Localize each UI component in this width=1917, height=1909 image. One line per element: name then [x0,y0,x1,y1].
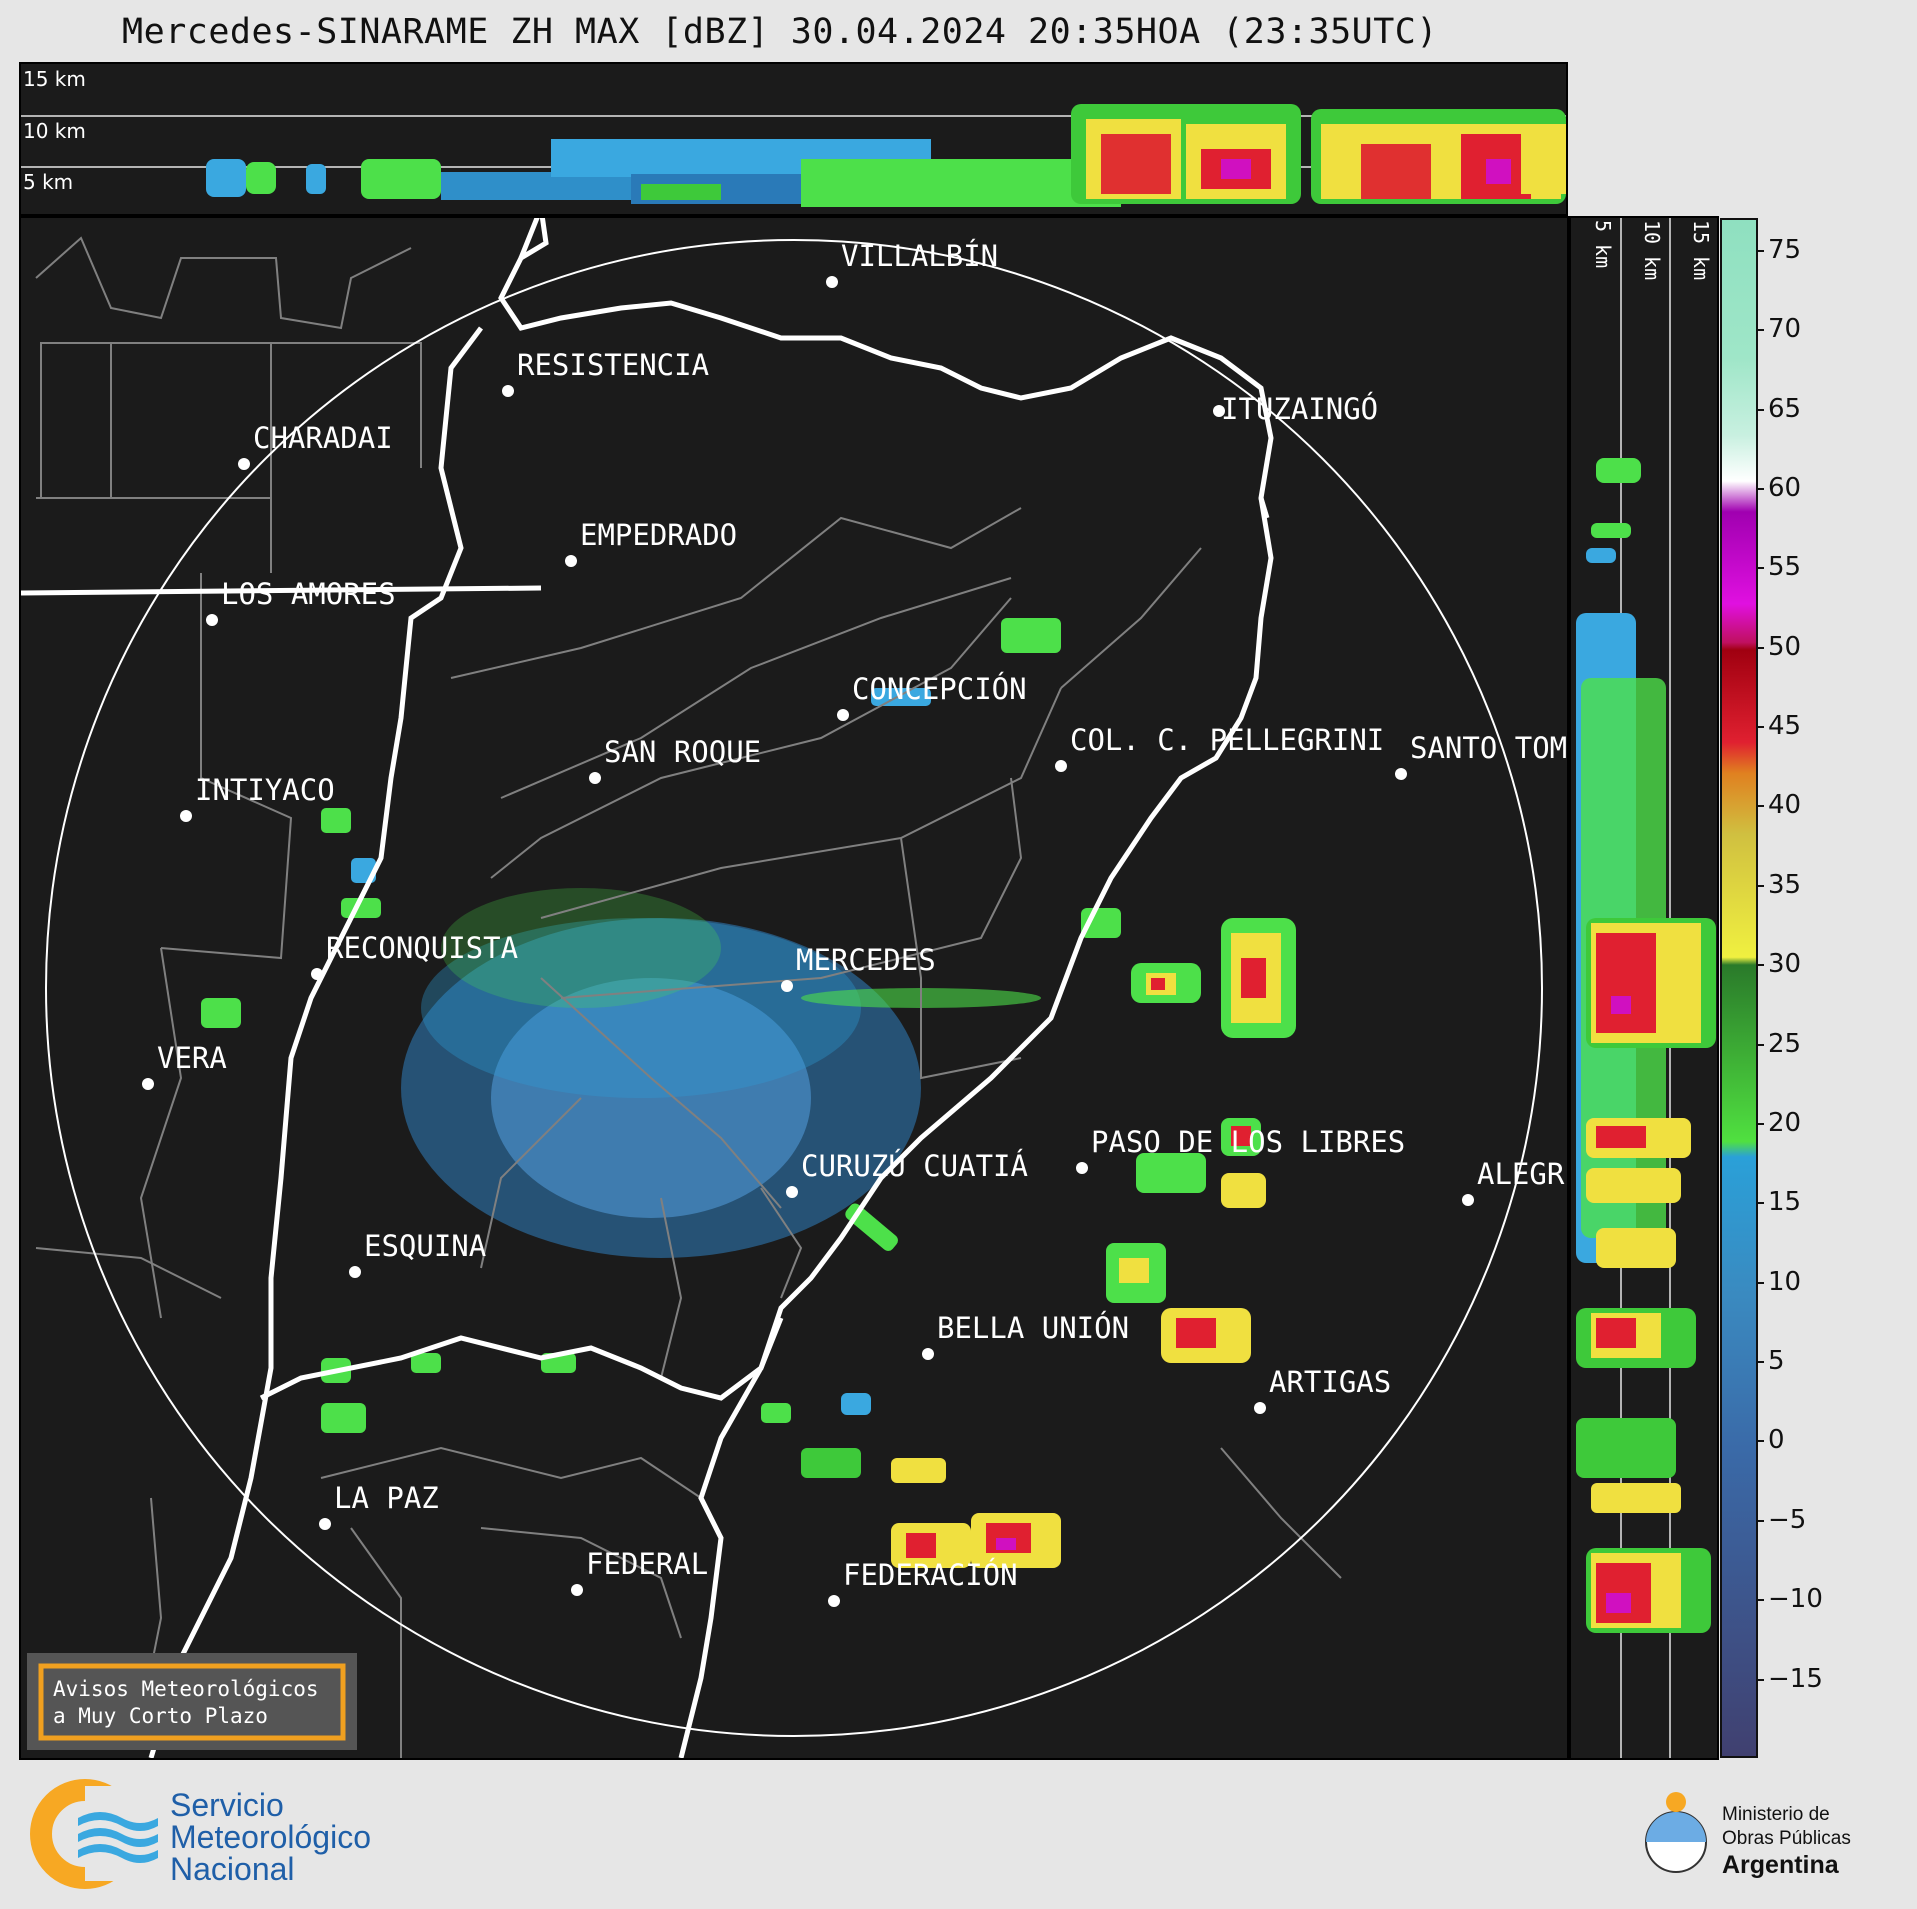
city-reconquista: RECONQUISTA [326,931,518,965]
city-san-roque: SAN ROQUE [604,735,761,769]
colorbar-tick: 40 [1755,790,1801,820]
height-label-5km: 5 km [23,170,74,194]
ministry-logo-line3: Argentina [1722,1851,1840,1879]
city-dot-artigas [1254,1402,1266,1414]
ministry-logo: Ministerio de Obras Públicas Argentina [1640,1782,1900,1892]
colorbar-tick: −5 [1755,1505,1806,1535]
city-dot-reconquista [311,968,323,980]
city-dot-mercedes [781,980,793,992]
city-dot-resistencia [502,385,514,397]
city-labels: VILLALBÍN RESISTENCIA CHARADAI ITUZAINGÓ… [142,239,1567,1607]
city-mercedes: MERCEDES [796,943,936,977]
city-dot-federacion [828,1595,840,1607]
colorbar-tick: 60 [1755,473,1801,503]
city-dot-vera [142,1078,154,1090]
city-dot-san-roque [589,772,601,784]
ministry-logo-line2: Obras Públicas [1722,1828,1851,1849]
colorbar-tick: 35 [1755,870,1801,900]
smn-logo-line3: Nacional [170,1851,295,1887]
colorbar-tick: −10 [1756,1584,1823,1614]
warning-box-line2: a Muy Corto Plazo [53,1704,268,1728]
warning-box-line1: Avisos Meteorológicos [53,1677,319,1701]
city-villalbin: VILLALBÍN [841,239,998,273]
city-dot-federal [571,1584,583,1596]
side-echo-profile: 5 km 10 km 15 km [1576,218,1716,1758]
city-dot-curuzu-cuatia [786,1186,798,1198]
city-intiyaco: INTIYACO [195,773,335,807]
colorbar-tick: 70 [1755,314,1801,344]
city-dot-bella-union [922,1348,934,1360]
colorbar-tick: 45 [1755,711,1801,741]
warning-box[interactable]: Avisos Meteorológicos a Muy Corto Plazo [27,1653,357,1750]
side-height-label-15km: 15 km [1689,220,1713,280]
colorbar-tick: 75 [1755,235,1801,265]
city-santo-tome: SANTO TOM [1410,731,1567,765]
height-label-15km: 15 km [23,67,86,91]
side-echoes [1576,458,1716,1633]
city-charadai: CHARADAI [253,421,393,455]
colorbar-tick: 0 [1756,1425,1785,1455]
side-height-label-5km: 5 km [1591,220,1615,268]
colorbar-tick: 20 [1755,1108,1801,1138]
city-dot-los-amores [206,614,218,626]
city-esquina: ESQUINA [364,1229,486,1263]
city-paso-de-los-libres: PASO DE LOS LIBRES [1091,1125,1405,1159]
colorbar-tick: 5 [1756,1346,1785,1376]
city-dot-paso-de-los-libres [1076,1162,1088,1174]
colorbar-tick: 10 [1755,1267,1801,1297]
colorbar-tick: 30 [1755,949,1801,979]
city-alegrete: ALEGR [1477,1157,1565,1191]
colorbar-tick: 25 [1755,1029,1801,1059]
city-resistencia: RESISTENCIA [517,348,709,382]
map-title: Mercedes-SINARAME ZH MAX [dBZ] 30.04.202… [122,12,1438,52]
colorbar-tick: 65 [1755,394,1801,424]
radar-echoes [201,618,1296,1568]
colorbar-tick: 55 [1755,552,1801,582]
city-los-amores: LOS AMORES [221,577,396,611]
city-artigas: ARTIGAS [1269,1365,1391,1399]
top-echo-profile [21,104,1566,207]
city-dot-charadai [238,458,250,470]
radar-map: VILLALBÍN RESISTENCIA CHARADAI ITUZAINGÓ… [19,207,1569,1760]
city-dot-intiyaco [180,810,192,822]
city-dot-concepcion [837,709,849,721]
height-label-10km: 10 km [23,119,86,143]
ministry-logo-line1: Ministerio de [1722,1804,1830,1825]
city-col-pellegrini: COL. C. PELLEGRINI [1070,723,1384,757]
smn-logo-line1: Servicio [170,1787,284,1823]
side-height-labels: 5 km 10 km 15 km [1591,220,1713,280]
city-empedrado: EMPEDRADO [580,518,737,552]
smn-logo: Servicio Meteorológico Nacional [30,1776,450,1891]
city-concepcion: CONCEPCIÓN [852,672,1027,706]
colorbar-tick: 15 [1755,1187,1801,1217]
top-echoes [206,104,1566,207]
city-federacion: FEDERACIÓN [843,1558,1018,1592]
colorbar-tick: 50 [1755,632,1801,662]
city-bella-union: BELLA UNIÓN [937,1311,1129,1345]
city-dot-empedrado [565,555,577,567]
range-ring [45,239,1543,1737]
side-height-panel: 5 km 10 km 15 km [1569,216,1719,1760]
city-dot-ituzaingo [1213,405,1225,417]
city-dot-col-pellegrini [1055,760,1067,772]
side-height-label-10km: 10 km [1640,220,1664,280]
city-dot-la-paz [319,1518,331,1530]
city-la-paz: LA PAZ [334,1481,439,1515]
city-federal: FEDERAL [586,1547,708,1581]
city-dot-esquina [349,1266,361,1278]
city-ituzaingo: ITUZAINGÓ [1221,392,1378,426]
map-canvas: VILLALBÍN RESISTENCIA CHARADAI ITUZAINGÓ… [20,207,1567,1759]
city-vera: VERA [157,1041,227,1075]
top-height-panel: 15 km 10 km 5 km [19,62,1568,216]
city-dot-santo-tome [1395,768,1407,780]
city-curuzu-cuatia: CURUZÚ CUATIÁ [801,1149,1028,1183]
city-dot-alegrete [1462,1194,1474,1206]
smn-logo-line2: Meteorológico [170,1819,371,1855]
colorbar-tick: −15 [1756,1664,1823,1694]
dbz-colorbar [1720,218,1758,1758]
city-dot-villalbin [826,276,838,288]
